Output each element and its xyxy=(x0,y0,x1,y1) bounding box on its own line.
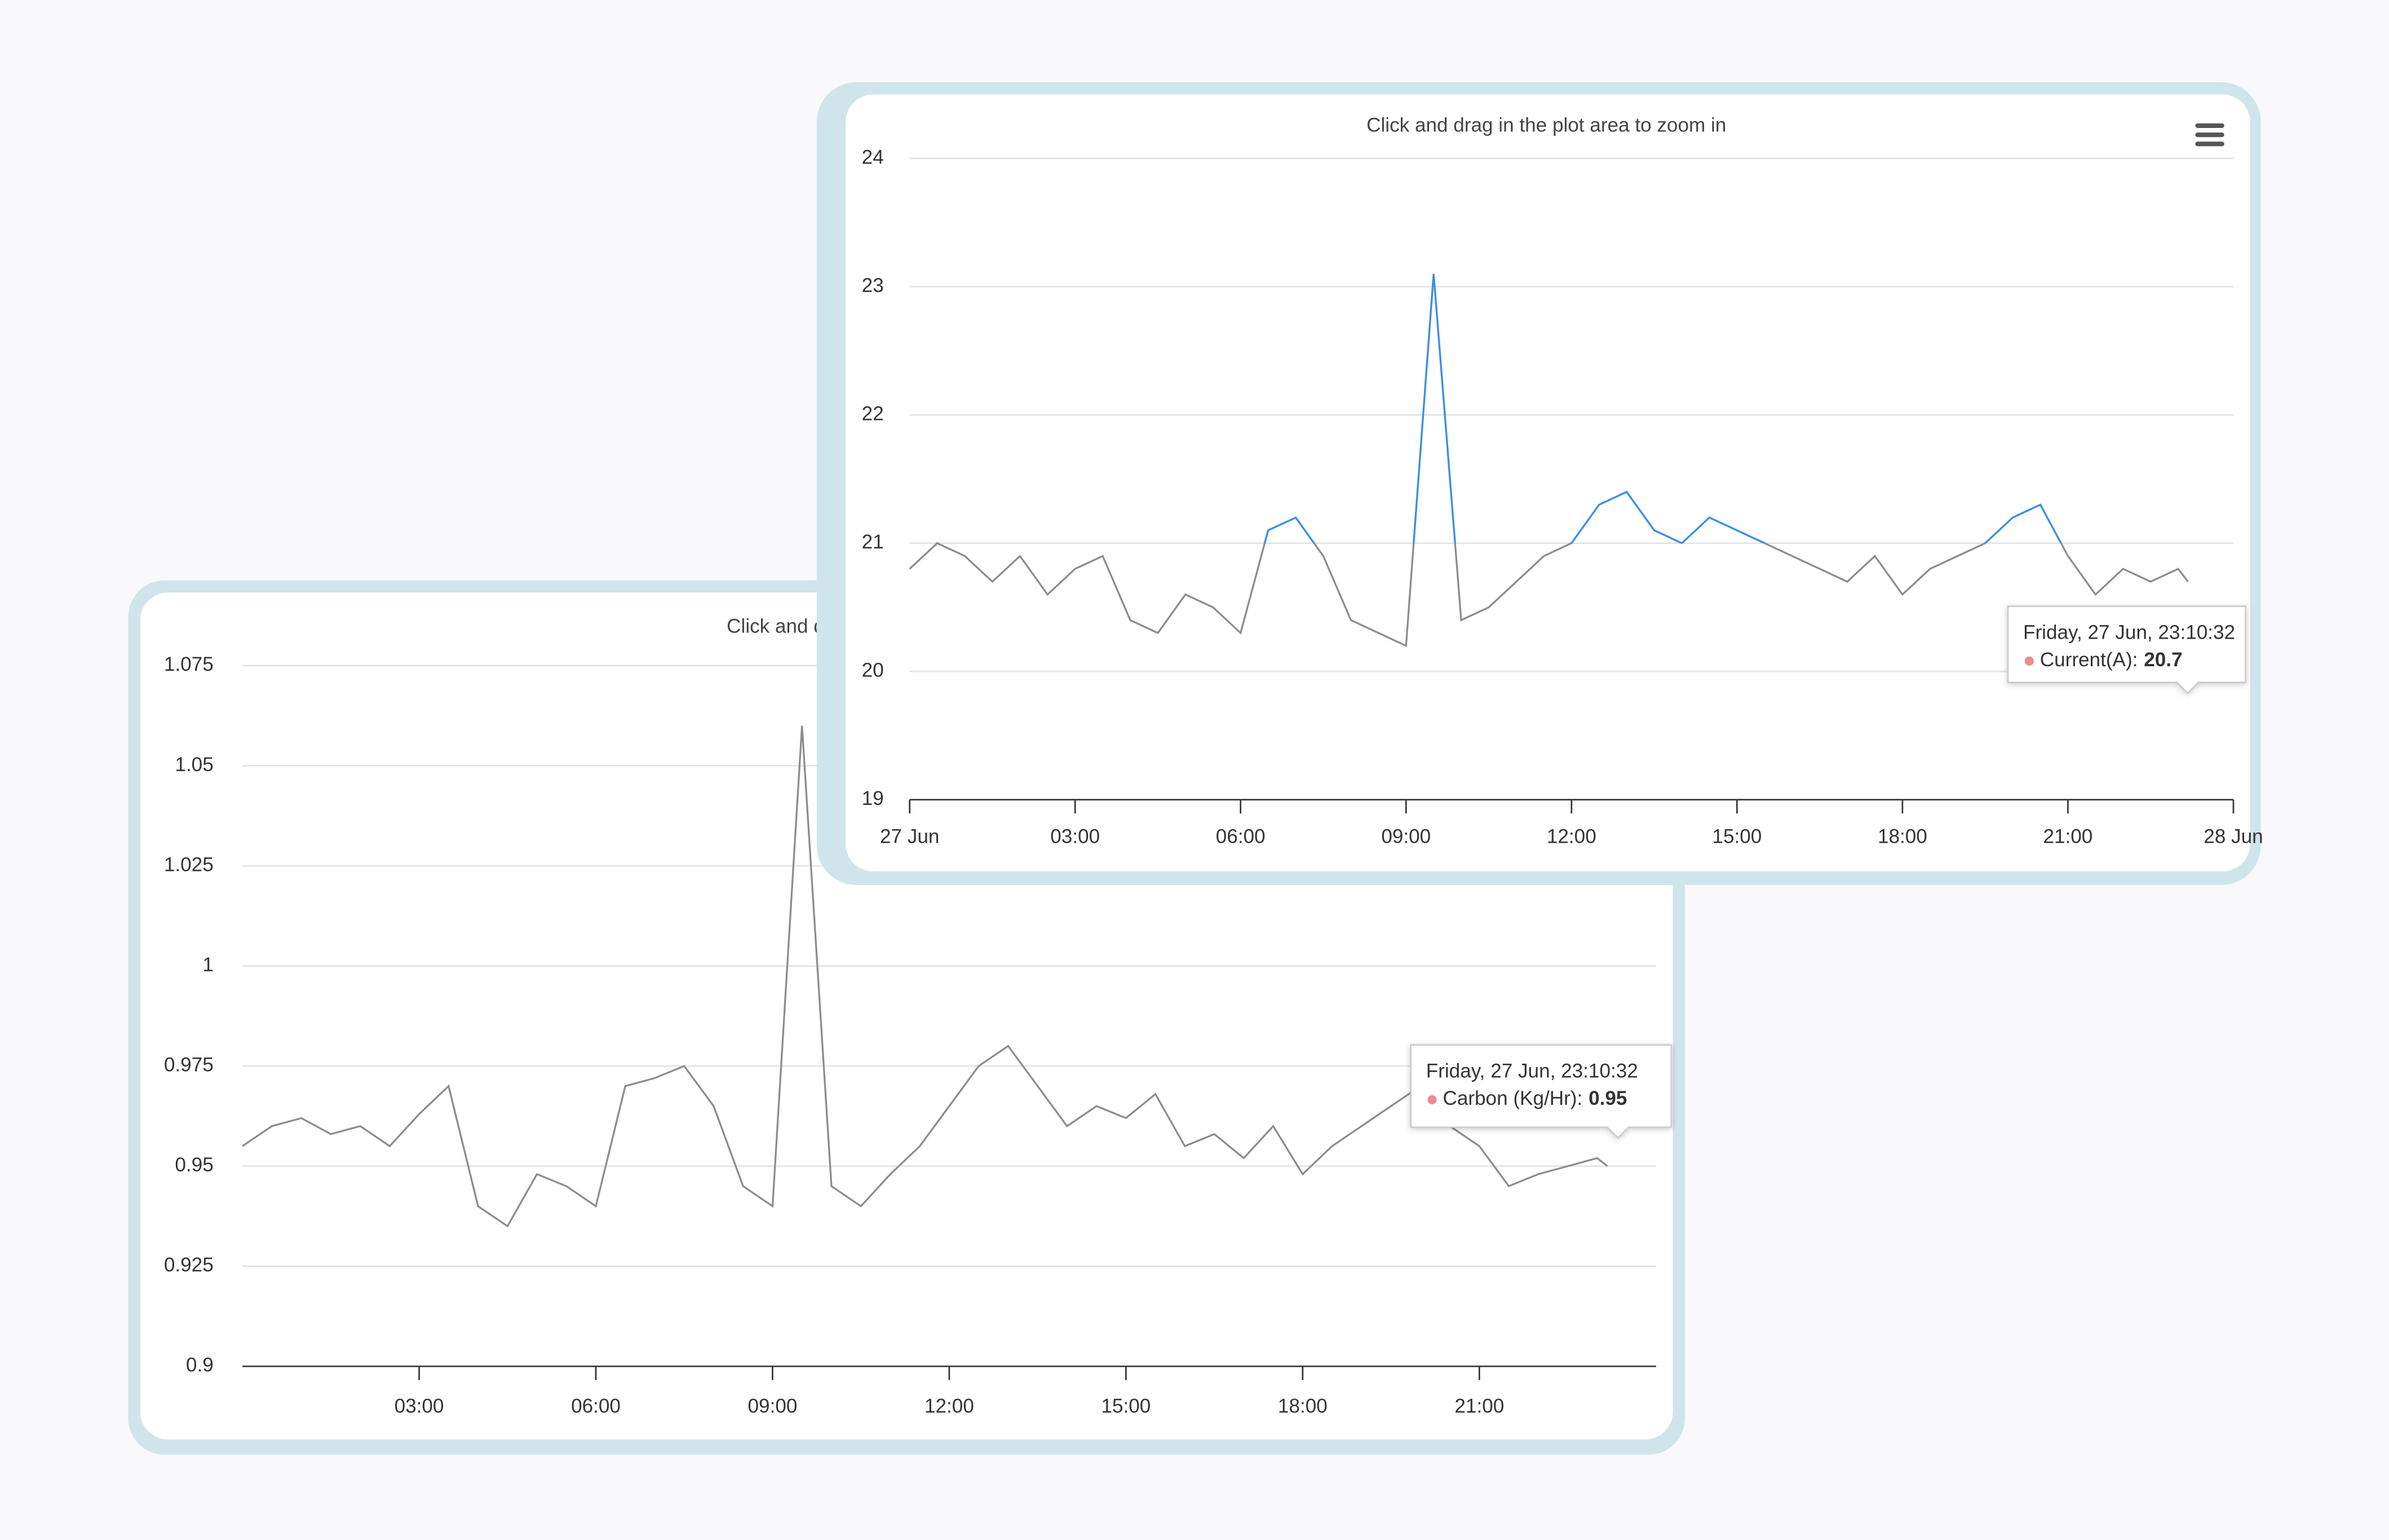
y-tick-label: 24 xyxy=(862,146,884,168)
tooltip-line: Carbon (Kg/Hr): 0.95 xyxy=(1443,1087,1627,1109)
tooltip-header: Friday, 27 Jun, 23:10:32 xyxy=(2023,621,2235,643)
tooltip-box xyxy=(2007,605,2246,694)
tooltip-line: Current(A): 20.7 xyxy=(2040,649,2183,671)
y-tick-label: 23 xyxy=(862,275,884,297)
x-tick-label: 15:00 xyxy=(1712,826,1762,848)
tooltip-dot xyxy=(2024,656,2034,666)
tooltip-label: Current(A): xyxy=(2040,649,2138,671)
x-tick-label: 18:00 xyxy=(1878,826,1927,848)
x-tick-label: 06:00 xyxy=(571,1395,621,1417)
x-tick-label: 06:00 xyxy=(1216,826,1266,848)
tooltip-label: Carbon (Kg/Hr): xyxy=(1443,1087,1582,1109)
tooltip-value: 0.95 xyxy=(1589,1087,1627,1109)
data-line xyxy=(242,725,1608,1228)
chart-title: Click and drag in the plot area to zoom … xyxy=(1366,114,1726,136)
x-tick-label: 21:00 xyxy=(2043,826,2092,848)
tooltip: Friday, 27 Jun, 23:10:32 Carbon (Kg/Hr): 0… xyxy=(1410,1044,1673,1139)
x-tick-label: 09:00 xyxy=(1381,826,1431,848)
current-card: Click and drag in the plot area to zoom … xyxy=(816,82,2263,886)
x-tick-label: 12:00 xyxy=(924,1395,974,1417)
y-tick-label: 0.9 xyxy=(186,1354,214,1376)
y-tick-label: 1.05 xyxy=(175,754,213,776)
menu-bar xyxy=(2195,132,2224,138)
menu-button[interactable] xyxy=(2191,116,2231,153)
tooltip-value: 20.7 xyxy=(2144,649,2182,671)
y-tick-label: 22 xyxy=(862,402,884,424)
menu-bar xyxy=(2195,123,2224,128)
tooltip: Friday, 27 Jun, 23:10:32 Current(A): 20.7 xyxy=(2007,605,2246,694)
y-tick-label: 21 xyxy=(862,531,884,553)
tooltip-box xyxy=(1410,1044,1673,1139)
x-tick-label: 15:00 xyxy=(1101,1395,1151,1417)
x-tick-label: 03:00 xyxy=(1050,826,1100,848)
tooltip-dot xyxy=(1427,1095,1437,1105)
y-tick-label: 1.075 xyxy=(164,653,214,675)
y-tick-label: 1 xyxy=(202,954,214,976)
y-tick-label: 20 xyxy=(862,659,884,681)
y-tick-label: 0.95 xyxy=(175,1154,213,1176)
y-tick-label: 0.925 xyxy=(164,1254,214,1276)
menu-bar xyxy=(2195,141,2224,147)
x-tick-label: 28 Jun xyxy=(2204,826,2263,848)
y-tick-label: 1.025 xyxy=(164,853,214,875)
x-tick-label: 12:00 xyxy=(1547,826,1596,848)
x-tick-label: 03:00 xyxy=(395,1395,444,1417)
x-tick-label: 27 Jun xyxy=(880,826,939,848)
data-line-above xyxy=(936,273,2063,543)
y-tick-label: 0.975 xyxy=(164,1054,214,1076)
card-body xyxy=(846,94,2250,871)
x-tick-label: 09:00 xyxy=(748,1395,798,1417)
tooltip-header: Friday, 27 Jun, 23:10:32 xyxy=(1426,1060,1638,1082)
x-tick-label: 18:00 xyxy=(1278,1395,1328,1417)
x-tick-label: 21:00 xyxy=(1454,1395,1504,1417)
y-tick-label: 19 xyxy=(862,787,884,809)
